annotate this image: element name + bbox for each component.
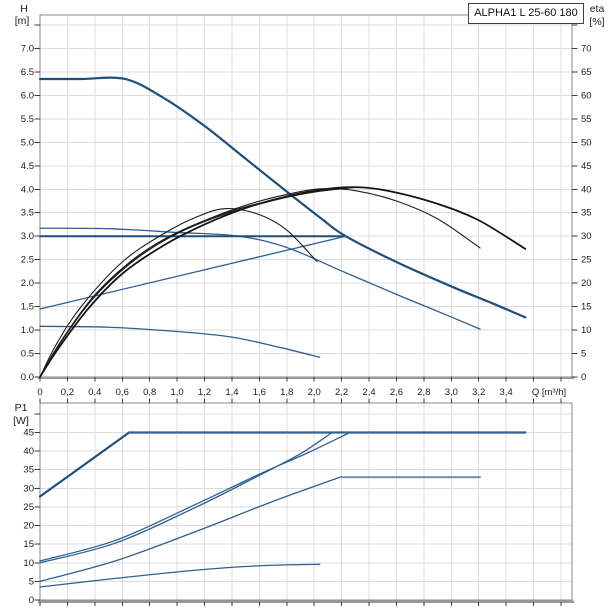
x-tick-label: 1,8 bbox=[280, 387, 293, 398]
h-tick-label: 0.0 bbox=[21, 372, 34, 383]
x-tick-label: 2,6 bbox=[390, 387, 403, 398]
prop-pressure-line bbox=[39, 235, 347, 310]
bottom-chart-group: 45 40 35 30 25 20 15 10 5 0 bbox=[23, 398, 574, 606]
eta-axis-title: eta bbox=[590, 3, 605, 15]
x-tick-label: 3,4 bbox=[500, 387, 513, 398]
h-tick-label: 0.5 bbox=[21, 349, 34, 360]
h-tick-label: 2.5 bbox=[21, 255, 34, 266]
eta-tick-label: 30 bbox=[581, 231, 592, 242]
h-tick-label: 6.5 bbox=[21, 67, 34, 78]
eta-tick-label: 15 bbox=[581, 302, 592, 313]
eta-tick-label: 60 bbox=[581, 90, 592, 101]
eta-tick-label: 20 bbox=[581, 278, 592, 289]
eta-tick-label: 50 bbox=[581, 137, 592, 148]
p1-curve-b bbox=[39, 431, 333, 564]
p1-max-rise bbox=[38, 431, 131, 498]
eta-tick-label: 10 bbox=[581, 325, 592, 336]
h-tick-label: 5.5 bbox=[21, 114, 34, 125]
x-tick-label: 0,2 bbox=[61, 387, 74, 398]
q-axis-unit-label: Q [m³/h] bbox=[532, 387, 566, 398]
speed-i-curve bbox=[39, 325, 321, 358]
p1-tick-label: 40 bbox=[23, 446, 34, 457]
h-axis-title: H bbox=[20, 3, 28, 15]
x-tick-label: 0,4 bbox=[88, 387, 101, 398]
h-axis-unit: [m] bbox=[15, 15, 30, 27]
p1-tick-label: 10 bbox=[23, 558, 34, 569]
h-tick-label: 3.5 bbox=[21, 208, 34, 219]
p1-curve-d bbox=[39, 563, 321, 588]
h-tick-label: 2.0 bbox=[21, 278, 34, 289]
x-tick-label: 0 bbox=[37, 387, 42, 398]
h-tick-label: 4.0 bbox=[21, 184, 34, 195]
p1-tick-label: 30 bbox=[23, 483, 34, 494]
p1-tick-label: 35 bbox=[23, 465, 34, 476]
p1-tick-label: 20 bbox=[23, 521, 34, 532]
x-tick-label: 0,8 bbox=[143, 387, 156, 398]
x-tick-label: 3,2 bbox=[472, 387, 485, 398]
p1-curve-a bbox=[39, 431, 351, 562]
eta-const-curve bbox=[39, 186, 356, 378]
eta-tick-label: 40 bbox=[581, 184, 592, 195]
x-tick-label: 1,2 bbox=[198, 387, 211, 398]
h-tick-label: 1.0 bbox=[21, 325, 34, 336]
eta-tick-label: 70 bbox=[581, 43, 592, 54]
eta-i-curve bbox=[39, 207, 318, 378]
speed-iii-curve bbox=[38, 76, 527, 319]
eta-tick-label: 25 bbox=[581, 255, 592, 266]
x-tick-label: 1,4 bbox=[225, 387, 238, 398]
h-tick-label: 3.0 bbox=[21, 231, 34, 242]
h-tick-label: 4.5 bbox=[21, 161, 34, 172]
p1-axis-unit: [W] bbox=[13, 415, 29, 427]
h-tick-label: 6.0 bbox=[21, 90, 34, 101]
eta-tick-label: 35 bbox=[581, 208, 592, 219]
p1-tick-label: 0 bbox=[29, 595, 34, 606]
x-tick-label: 1,6 bbox=[253, 387, 266, 398]
h-tick-label: 5.0 bbox=[21, 137, 34, 148]
h-tick-label: 7.0 bbox=[21, 43, 34, 54]
x-tick-label: 2,4 bbox=[362, 387, 375, 398]
eta-tick-label: 0 bbox=[581, 372, 586, 383]
eta-tick-label: 55 bbox=[581, 114, 592, 125]
x-tick-label: 2,8 bbox=[417, 387, 430, 398]
x-tick-label: 2,2 bbox=[335, 387, 348, 398]
x-tick-label: 0,6 bbox=[116, 387, 129, 398]
x-tick-label: 2,0 bbox=[308, 387, 321, 398]
pump-title-box: ALPHA1 L 25-60 180 bbox=[468, 3, 584, 24]
speed-ii-curve bbox=[39, 227, 481, 330]
eta-tick-label: 65 bbox=[581, 67, 592, 78]
bottom-plot-border bbox=[39, 402, 573, 601]
top-chart-group: 0 0,2 0,4 0,6 0,8 1,0 1,2 1,4 1,6 1,8 2,0 2,2 2,4 2,6… bbox=[21, 14, 592, 398]
p1-tick-label: 45 bbox=[23, 428, 34, 439]
h-tick-label: 1.5 bbox=[21, 302, 34, 313]
eta-axis-unit: [%] bbox=[589, 16, 604, 28]
x-tick-label: 3,0 bbox=[445, 387, 458, 398]
p1-tick-label: 25 bbox=[23, 502, 34, 513]
pump-title: ALPHA1 L 25-60 180 bbox=[474, 7, 578, 19]
eta-tick-label: 45 bbox=[581, 161, 592, 172]
top-plot-border bbox=[39, 14, 573, 378]
x-tick-label: 1,0 bbox=[170, 387, 183, 398]
p1-tick-label: 15 bbox=[23, 539, 34, 550]
p1-axis-title: P1 bbox=[15, 402, 28, 414]
eta-tick-label: 5 bbox=[581, 349, 586, 360]
p1-curve-c bbox=[39, 476, 341, 583]
p1-tick-label: 5 bbox=[29, 576, 34, 587]
